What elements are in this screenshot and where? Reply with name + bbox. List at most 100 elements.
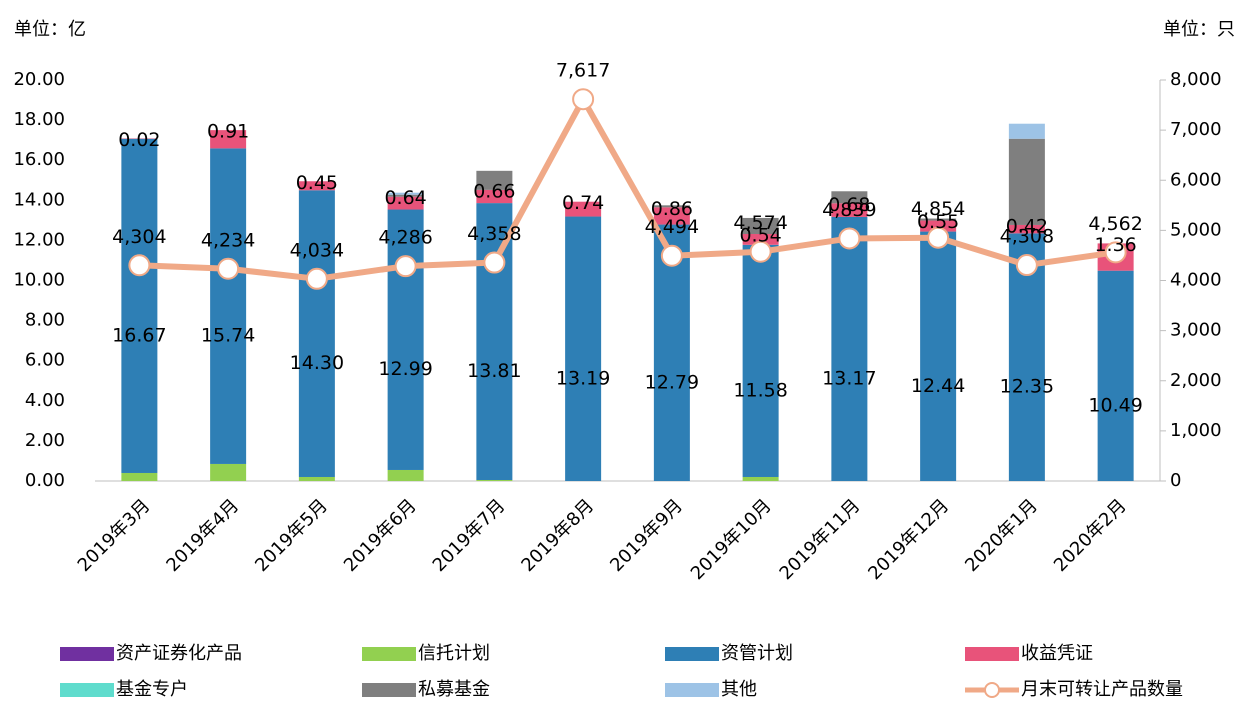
y2-tick-label: 1,000 [1170,420,1222,441]
bar-segment [476,189,513,204]
bar-segment [653,205,690,208]
legend-label: 信托计划 [418,643,490,664]
y2-tick-label: 8,000 [1170,69,1222,90]
bar-segment [653,207,690,225]
legend-label: 基金专户 [116,679,188,700]
x-tick-label: 2019年11月 [776,495,865,584]
line-marker [749,240,772,263]
bar-segment [742,217,779,234]
bar-value-label: 14.30 [290,352,344,374]
line-marker [572,88,595,111]
legend-swatch [665,647,719,661]
line-value-label: 4,839 [822,199,876,221]
bar-segment [831,203,868,217]
bar-value-label: 13.81 [467,360,521,382]
line-marker [838,227,861,250]
bar-segment [210,148,247,464]
line-marker [483,251,506,274]
y-tick-label: 2.00 [25,430,65,451]
line-marker [1015,254,1038,277]
bar-value-label: 12.79 [645,371,699,393]
bar-segment [742,233,779,245]
bar-value-label: 15.74 [201,325,255,347]
legend-label: 私募基金 [418,679,490,700]
line-marker [1104,241,1127,264]
bar-segment [831,216,868,481]
bar-segment [920,218,957,221]
x-tick-label: 2019年3月 [74,495,155,576]
bar-segment [387,209,424,470]
legend-swatch [362,683,416,697]
bar-segment [920,231,957,481]
line-value-label: 4,308 [1000,226,1054,248]
bar-value-label: 0.91 [207,121,249,143]
x-tick-label: 2019年9月 [606,495,687,576]
bar-segment [387,194,424,197]
bar-segment [298,476,335,481]
bar-value-label: 0.45 [296,172,338,194]
x-tick-label: 2020年2月 [1050,495,1131,576]
legend-label: 月末可转让产品数量 [1021,679,1183,700]
bar-value-label: 0.64 [384,187,426,209]
line-marker [394,255,417,278]
bar-segment [476,203,513,480]
bar-segment [742,244,779,477]
x-tick-label: 2019年6月 [340,495,421,576]
x-tick-label: 2019年12月 [864,495,953,584]
bar-segment [565,216,602,481]
legend-label: 资产证券化产品 [116,643,242,664]
line-value-label: 4,304 [112,226,166,248]
legend-swatch [362,647,416,661]
bar-value-label: 10.49 [1088,394,1142,416]
bar-segment [831,191,868,204]
legend-swatch-marker [984,682,1000,698]
line-value-label: 4,854 [911,198,965,220]
line-value-label: 4,234 [201,229,255,251]
bar-segment [476,170,513,190]
y2-tick-label: 3,000 [1170,320,1222,341]
line-value-label: 4,562 [1088,213,1142,235]
bar-value-label: 11.58 [733,379,787,401]
bar-segment [387,192,424,195]
y2-tick-label: 0 [1170,470,1181,491]
bar-value-label: 13.19 [556,367,610,389]
line-value-label: 4,358 [467,223,521,245]
bar-segment [298,190,335,477]
y2-tick-label: 6,000 [1170,169,1222,190]
x-tick-label: 2019年7月 [429,495,510,576]
bar-segment [210,130,247,149]
bar-segment [210,463,247,481]
legend-label: 收益凭证 [1021,643,1093,664]
y-tick-label: 6.00 [25,350,65,371]
line-value-label: 4,286 [378,227,432,249]
y-tick-label: 4.00 [25,390,65,411]
bar-segment [387,469,424,481]
bar-segment [920,220,957,232]
legend-label: 资管计划 [721,643,793,664]
bar-segment [742,476,779,481]
bar-value-label: 13.17 [822,367,876,389]
bar-value-label: 0.68 [828,194,870,216]
line-marker [660,244,683,267]
bar-segment [1008,123,1045,139]
x-tick-label: 2019年8月 [517,495,598,576]
bar-segment [298,181,335,191]
y-tick-label: 18.00 [13,109,65,130]
line-marker [128,254,151,277]
bar-segment [1008,224,1045,234]
bar-value-label: 0.02 [118,129,160,151]
bar-value-label: 0.54 [739,224,781,246]
y-tick-label: 12.00 [13,229,65,250]
bar-value-label: 1.36 [1094,234,1136,256]
legend-swatch [965,647,1019,661]
bar-value-label: 0.86 [651,198,693,220]
bar-value-label: 12.99 [378,358,432,380]
line-value-label: 7,617 [556,60,610,82]
bar-value-label: 16.67 [112,324,166,346]
bar-segment [1008,138,1045,225]
line-series [139,96,1117,282]
y-tick-label: 14.00 [13,189,65,210]
legend-swatch [60,647,114,661]
line-marker [305,267,328,290]
